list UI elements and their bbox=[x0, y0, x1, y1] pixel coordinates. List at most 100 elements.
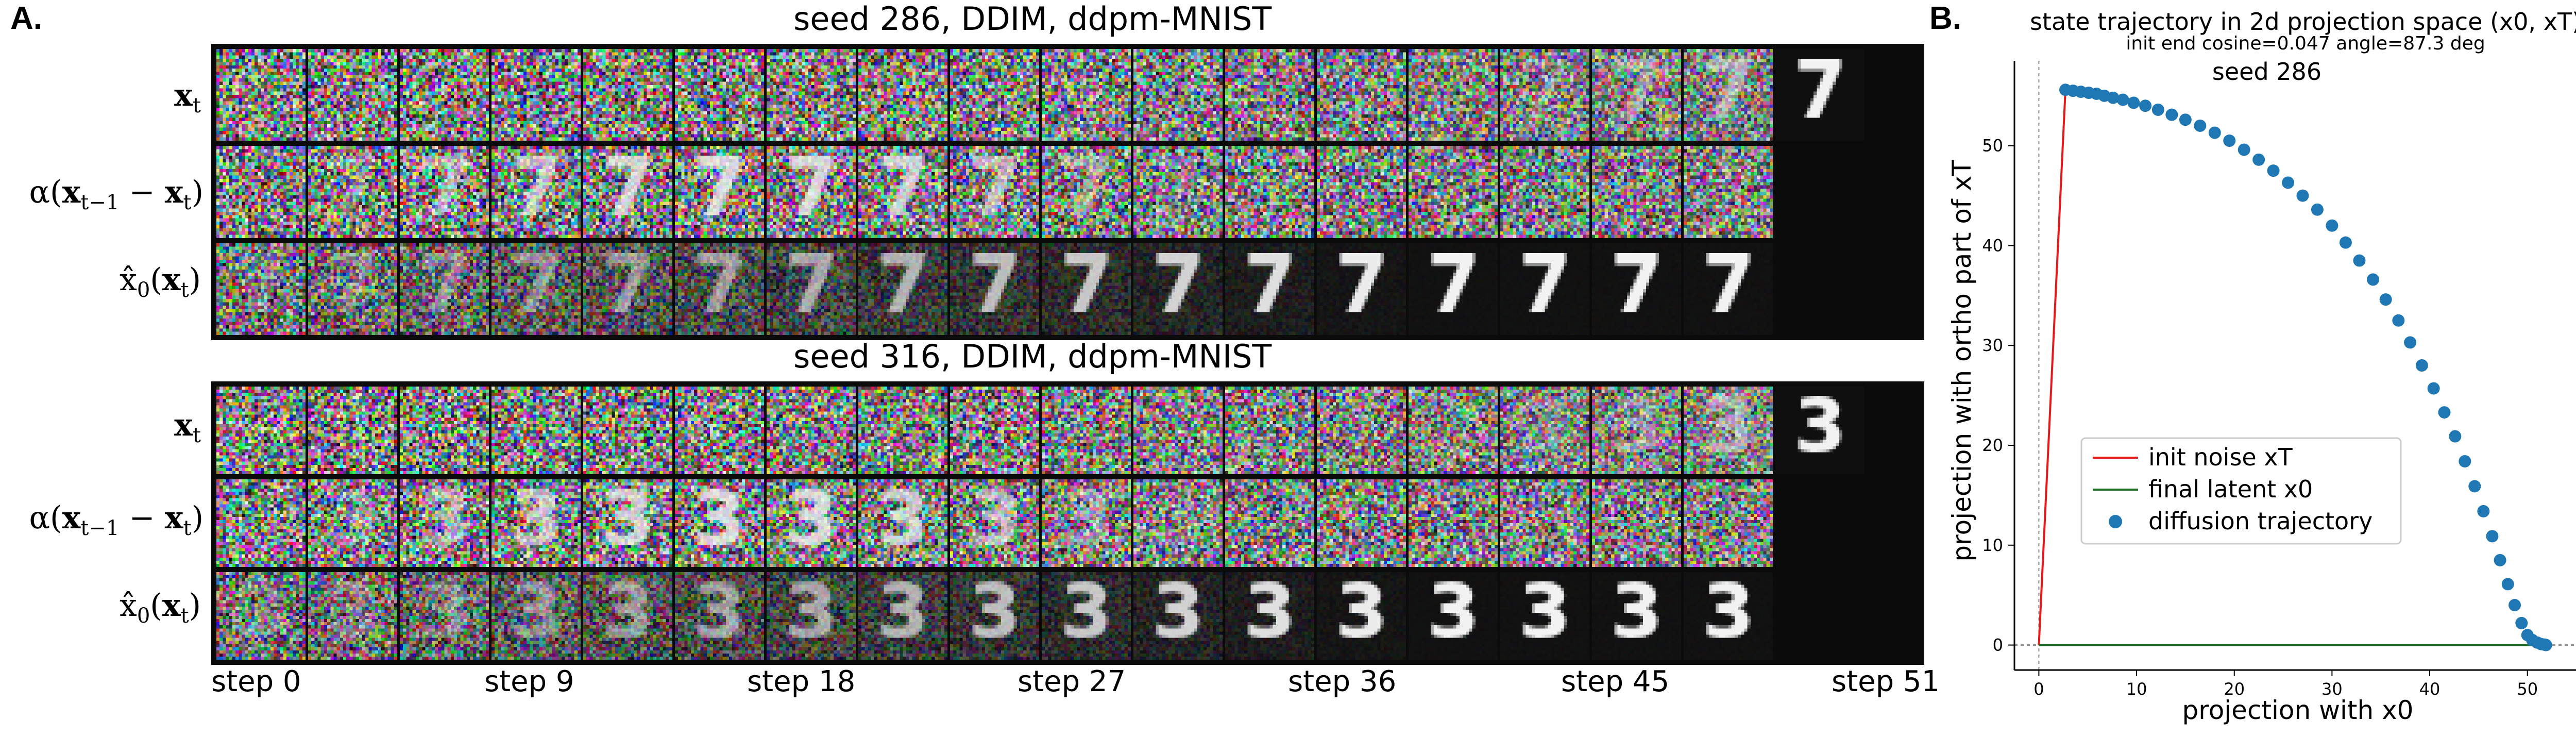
y-tick-label: 40 bbox=[1982, 236, 2003, 255]
sample-tile bbox=[858, 49, 947, 141]
sample-tile bbox=[583, 387, 672, 474]
sample-tile bbox=[950, 146, 1039, 238]
trajectory-point bbox=[2194, 119, 2207, 132]
sample-tile bbox=[1042, 572, 1131, 660]
row-label-xt-2: xt bbox=[174, 407, 201, 447]
sample-tile bbox=[950, 243, 1039, 335]
sample-tile bbox=[1133, 572, 1223, 660]
image-grid-seed-286 bbox=[211, 44, 1924, 340]
sample-tile bbox=[858, 146, 947, 238]
sample-tile bbox=[400, 146, 489, 238]
sample-tile bbox=[1592, 479, 1681, 567]
sample-tile bbox=[308, 387, 397, 474]
step-label-0: step 0 bbox=[211, 665, 301, 698]
y-tick-label: 20 bbox=[1982, 436, 2003, 455]
sample-tile bbox=[1317, 49, 1406, 141]
sample-tile bbox=[400, 243, 489, 335]
panel-b-label: B. bbox=[1929, 1, 1961, 36]
sample-tile bbox=[1317, 146, 1406, 238]
sample-tile bbox=[492, 387, 581, 474]
row-label-x0hat: x̂0(xt) bbox=[120, 262, 201, 302]
sample-tile bbox=[1225, 387, 1314, 474]
sample-tile bbox=[308, 146, 397, 238]
trajectory-point bbox=[2282, 176, 2295, 189]
sample-tile bbox=[1409, 479, 1498, 567]
sample-tile bbox=[1133, 479, 1223, 567]
sample-tile bbox=[858, 387, 947, 474]
sample-tile bbox=[1317, 479, 1406, 567]
trajectory-point bbox=[2427, 382, 2440, 395]
sample-tile bbox=[1775, 49, 1865, 141]
sample-tile bbox=[216, 146, 306, 238]
sample-tile bbox=[492, 146, 581, 238]
sample-tile bbox=[950, 479, 1039, 567]
sample-tile bbox=[400, 49, 489, 141]
trajectory-point bbox=[2486, 530, 2499, 543]
sample-tile bbox=[1225, 146, 1314, 238]
block-title-seed-316: seed 316, DDIM, ddpm-MNIST bbox=[793, 338, 1272, 375]
sample-tile bbox=[1684, 146, 1773, 238]
sample-tile bbox=[1409, 387, 1498, 474]
row-label-update-2: α(xt−1 − xt) bbox=[29, 500, 204, 540]
sample-tile bbox=[858, 479, 947, 567]
sample-tile bbox=[767, 146, 856, 238]
step-label-36: step 36 bbox=[1288, 665, 1397, 698]
sample-tile bbox=[216, 479, 306, 567]
sample-tile bbox=[492, 572, 581, 660]
sample-tile bbox=[1133, 387, 1223, 474]
sample-tile bbox=[216, 572, 306, 660]
trajectory-point bbox=[2252, 153, 2265, 166]
sample-tile bbox=[767, 49, 856, 141]
chart-subtitle: init end cosine=0.047 angle=87.3 deg bbox=[2126, 33, 2485, 54]
trajectory-point bbox=[2515, 616, 2528, 629]
sample-tile bbox=[1042, 146, 1131, 238]
trajectory-point bbox=[2179, 113, 2192, 126]
legend-label-0: init noise xT bbox=[2148, 443, 2293, 471]
sample-tile bbox=[1684, 572, 1773, 660]
x-tick-label: 10 bbox=[2126, 679, 2147, 699]
block-title-seed-286: seed 286, DDIM, ddpm-MNIST bbox=[793, 0, 1272, 38]
step-label-18: step 18 bbox=[747, 665, 856, 698]
sample-tile bbox=[1317, 572, 1406, 660]
sample-tile bbox=[1500, 479, 1589, 567]
sample-tile bbox=[1225, 243, 1314, 335]
sample-tile bbox=[1042, 387, 1131, 474]
sample-tile bbox=[767, 243, 856, 335]
trajectory-point bbox=[2468, 480, 2481, 493]
trajectory-point bbox=[2267, 164, 2280, 177]
y-tick-label: 0 bbox=[1993, 635, 2003, 655]
x-tick-label: 50 bbox=[2517, 679, 2538, 699]
trajectory-point bbox=[2238, 143, 2250, 156]
trajectory-point bbox=[2139, 99, 2152, 112]
sample-tile bbox=[1042, 243, 1131, 335]
trajectory-point bbox=[2539, 639, 2552, 651]
sample-tile bbox=[1409, 49, 1498, 141]
sample-tile bbox=[583, 49, 672, 141]
sample-tile bbox=[1225, 572, 1314, 660]
sample-tile bbox=[1133, 146, 1223, 238]
sample-tile bbox=[1592, 146, 1681, 238]
legend-label-1: final latent x0 bbox=[2148, 475, 2313, 503]
sample-tile bbox=[492, 49, 581, 141]
sample-tile bbox=[1684, 479, 1773, 567]
sample-tile bbox=[950, 49, 1039, 141]
trajectory-point bbox=[2438, 406, 2451, 419]
sample-tile bbox=[675, 387, 764, 474]
sample-tile bbox=[1317, 387, 1406, 474]
sample-tile bbox=[1500, 146, 1589, 238]
sample-tile bbox=[400, 479, 489, 567]
sample-tile bbox=[1225, 49, 1314, 141]
sample-tile bbox=[308, 572, 397, 660]
sample-tile bbox=[767, 479, 856, 567]
trajectory-point bbox=[2165, 108, 2178, 121]
sample-tile bbox=[216, 387, 306, 474]
sample-tile bbox=[1500, 243, 1589, 335]
trajectory-point bbox=[2459, 455, 2471, 468]
x-tick-label: 0 bbox=[2033, 679, 2044, 699]
y-tick-label: 10 bbox=[1982, 536, 2003, 555]
x-tick-label: 20 bbox=[2224, 679, 2245, 699]
sample-tile bbox=[858, 572, 947, 660]
sample-tile bbox=[675, 243, 764, 335]
sample-tile bbox=[1042, 479, 1131, 567]
series-line-0 bbox=[2038, 90, 2066, 645]
